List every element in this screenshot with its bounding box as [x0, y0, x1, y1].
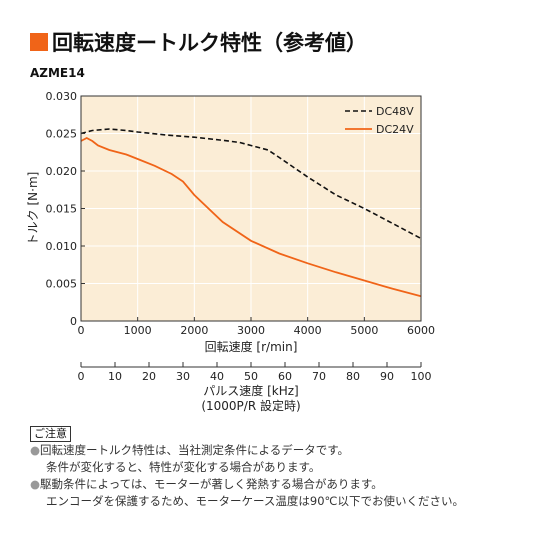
bullet-icon: ● [30, 477, 41, 491]
notice-section: ご注意 ●回転速度ートルク特性は、当社測定条件によるデータです。 条件が変化すると… [30, 422, 530, 510]
notice-line: エンコーダを保護するため、モーターケース温度は90℃以下でお使いください。 [30, 493, 530, 510]
series-line-dc48v [80, 128, 422, 240]
pulse-tick-label: 60 [278, 370, 292, 383]
y-tick-label: 0.025 [46, 128, 78, 141]
model-name: AZME14 [30, 66, 85, 80]
y-tick-label: 0.010 [46, 240, 78, 253]
notice-line: 条件が変化すると、特性が変化する場合があります。 [30, 459, 530, 476]
x-tick-label: 3000 [237, 324, 265, 337]
axes-group: 0 1000 2000 3000 4000 5000 6000 0 0.005 0.010 0.01… [46, 90, 436, 337]
grid-lines [81, 96, 421, 321]
pulse-tick-label: 10 [108, 370, 122, 383]
pulse-tick-label: 30 [176, 370, 190, 383]
legend-label: DC48V [376, 105, 414, 118]
x-axis-label: 回転速度 [r/min] [205, 339, 298, 354]
series-line-dc24v [80, 136, 422, 298]
notice-text: 駆動条件によっては、モーターが著しく発熱する場合があります。 [40, 477, 383, 491]
notice-text: エンコーダを保護するため、モーターケース温度は90℃以下でお使いください。 [46, 494, 464, 508]
notice-line: ●駆動条件によっては、モーターが著しく発熱する場合があります。 [30, 476, 530, 493]
bullet-icon: ● [30, 443, 41, 457]
y-axis-label: トルク [N·m] [26, 172, 40, 246]
x-tick-label: 4000 [294, 324, 322, 337]
y-tick-label: 0.015 [46, 203, 78, 216]
legend-label: DC24V [376, 123, 414, 136]
x-tick-label: 0 [78, 324, 85, 337]
notice-line: ●回転速度ートルク特性は、当社測定条件によるデータです。 [30, 442, 530, 459]
pulse-tick-label: 40 [210, 370, 224, 383]
pulse-tick-label: 90 [380, 370, 394, 383]
series-group [80, 128, 422, 298]
x-tick-label: 2000 [180, 324, 208, 337]
legend: DC48V DC24V [345, 105, 414, 136]
x-tick-label: 1000 [124, 324, 152, 337]
pulse-tick-label: 70 [312, 370, 326, 383]
pulse-tick-label: 20 [142, 370, 156, 383]
notice-text: 回転速度ートルク特性は、当社測定条件によるデータです。 [40, 443, 350, 457]
plot-frame [80, 95, 422, 322]
pulse-tick-label: 100 [411, 370, 432, 383]
orange-square-icon [30, 33, 48, 51]
section-title: 回転速度ートルク特性（参考値） [52, 31, 367, 55]
notice-text: 条件が変化すると、特性が変化する場合があります。 [46, 460, 321, 474]
pulse-tick-label: 50 [244, 370, 258, 383]
pulse-axis-label: パルス速度 [kHz] [203, 383, 298, 398]
y-tick-label: 0.005 [46, 278, 78, 291]
pulse-tick-label: 0 [78, 370, 85, 383]
pulse-axis-note: (1000P/R 設定時) [201, 398, 300, 413]
x-tick-label: 6000 [407, 324, 435, 337]
y-tick-label: 0 [70, 315, 77, 328]
x-tick-label: 5000 [350, 324, 378, 337]
notice-label: ご注意 [30, 426, 71, 442]
section-header: 回転速度ートルク特性（参考値） [30, 28, 367, 56]
torque-chart: 0 1000 2000 3000 4000 5000 600000.0050.0100.01… [26, 90, 436, 413]
y-tick-label: 0.030 [46, 90, 78, 103]
pulse-speed-axis: 0 10 20 30 40 50 60 70 80 90 100 パルス速度 [kHz](1000P/… [78, 362, 432, 413]
pulse-tick-label: 80 [346, 370, 360, 383]
y-tick-label: 0.020 [46, 165, 78, 178]
